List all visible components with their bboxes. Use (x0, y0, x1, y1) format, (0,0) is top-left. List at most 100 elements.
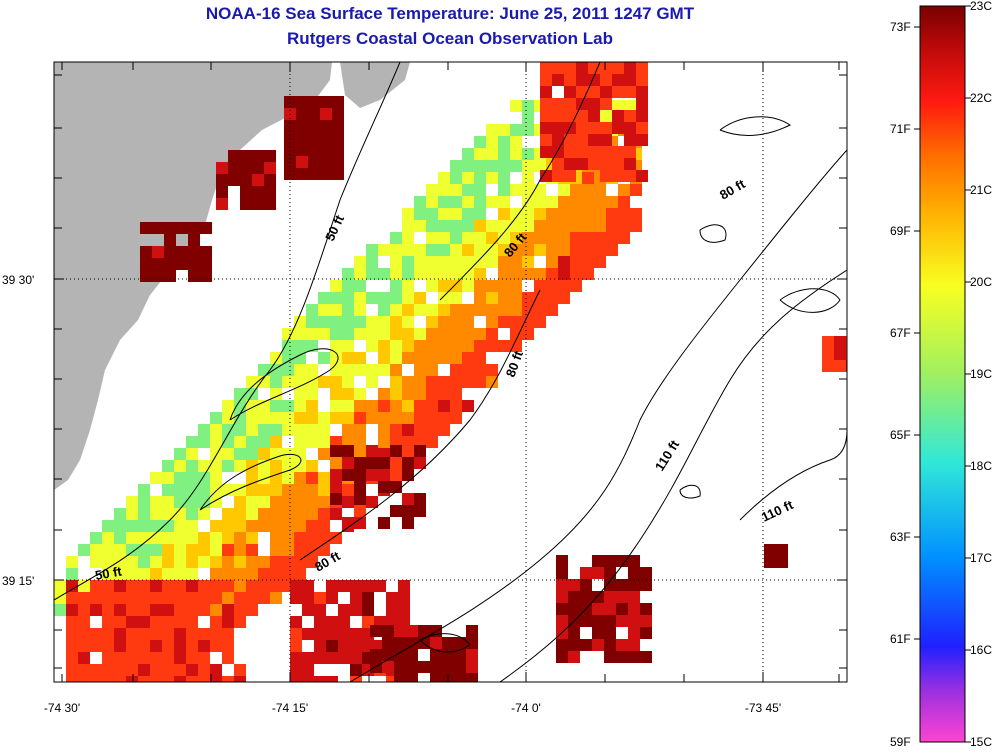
sst-pixel (624, 170, 636, 182)
sst-pixel (594, 196, 606, 208)
sst-pixel (150, 592, 162, 604)
sst-pixel (332, 120, 344, 132)
sst-pixel (332, 168, 344, 180)
sst-pixel (294, 340, 306, 352)
sst-pixel (246, 556, 258, 568)
sst-pixel (138, 652, 150, 664)
sst-pixel (270, 568, 282, 580)
sst-pixel (616, 639, 628, 651)
sst-pixel (302, 664, 314, 676)
sst-pixel (282, 532, 294, 544)
sst-pixel (834, 348, 846, 360)
sst-pixel (834, 336, 846, 348)
sst-pixel (540, 110, 552, 122)
sst-pixel (258, 424, 270, 436)
sst-pixel (378, 400, 390, 412)
sst-pixel (568, 627, 580, 639)
sst-pixel (174, 496, 186, 508)
sst-pixel (102, 640, 114, 652)
sst-pixel (474, 328, 486, 340)
sst-pixel (126, 640, 138, 652)
sst-pixel (510, 304, 522, 316)
sst-pixel (198, 592, 210, 604)
map-subtitle: Rutgers Coastal Ocean Observation Lab (287, 29, 613, 48)
sst-pixel (306, 364, 318, 376)
sst-pixel (162, 508, 174, 520)
sst-pixel (486, 148, 498, 160)
sst-pixel (522, 316, 534, 328)
sst-pixel (426, 340, 438, 352)
sst-pixel (442, 649, 454, 661)
sst-pixel (486, 172, 498, 184)
sst-pixel (624, 134, 636, 146)
sst-pixel (162, 628, 174, 640)
sst-pixel (402, 304, 414, 316)
sst-pixel (438, 268, 450, 280)
sst-pixel (510, 268, 522, 280)
sst-pixel (776, 556, 788, 568)
sst-pixel (188, 258, 200, 270)
sst-pixel (296, 108, 308, 120)
sst-pixel (616, 651, 628, 663)
sst-pixel (354, 436, 366, 448)
sst-pixel (186, 616, 198, 628)
sst-pixel (282, 460, 294, 472)
sst-pixel (114, 580, 126, 592)
sst-pixel (200, 222, 212, 234)
depth-contours (54, 62, 847, 682)
sst-pixel (78, 652, 90, 664)
sst-pixel (210, 544, 222, 556)
sst-pixel (510, 148, 522, 160)
sst-pixel (498, 256, 510, 268)
sst-pixel (390, 445, 402, 457)
sst-pixel (338, 580, 350, 592)
sst-pixel (174, 652, 186, 664)
sst-pixel (570, 232, 582, 244)
sst-pixel (320, 168, 332, 180)
sst-pixel (282, 568, 294, 580)
sst-pixel (414, 208, 426, 220)
sst-pixel (306, 484, 318, 496)
sst-pixel (302, 592, 314, 604)
sst-pixel (222, 628, 234, 640)
sst-pixel (466, 673, 478, 682)
sst-pixel (628, 555, 640, 567)
sst-pixel (114, 520, 126, 532)
sst-pixel (822, 336, 834, 348)
sst-pixel (102, 652, 114, 664)
sst-pixel (90, 676, 102, 682)
sst-pixel (576, 62, 588, 74)
sst-pixel (152, 258, 164, 270)
sst-pixel (294, 328, 306, 340)
colorbar-c-labels: 23C 22C 21C 20C 19C 18C 17C 16C 15C (970, 0, 992, 749)
contour-shoal-1 (229, 348, 339, 421)
sst-pixel (138, 676, 150, 682)
sst-pixel (564, 62, 576, 74)
sst-pixel (462, 304, 474, 316)
sst-pixel (164, 270, 176, 282)
sst-pixel (188, 270, 200, 282)
sst-pixel (138, 556, 150, 568)
sst-pixel (450, 316, 462, 328)
sst-pixel (114, 616, 126, 628)
sst-pixel (822, 360, 834, 372)
sst-pixel (390, 505, 402, 517)
sst-pixel (414, 340, 426, 352)
sst-pixel (454, 661, 466, 673)
sst-pixel (150, 532, 162, 544)
sst-pixel (474, 244, 486, 256)
sst-pixel (606, 208, 618, 220)
sst-pixel (90, 628, 102, 640)
depth-label: 50 ft (94, 563, 124, 583)
sst-pixel (306, 508, 318, 520)
sst-pixel (252, 150, 264, 162)
sst-pixel (362, 604, 374, 616)
sst-pixel (342, 469, 354, 481)
sst-pixel (552, 122, 564, 134)
sst-pixel (302, 580, 314, 592)
sst-pixel (402, 400, 414, 412)
sst-pixel (222, 532, 234, 544)
sst-pixel (126, 664, 138, 676)
sst-pixel (318, 316, 330, 328)
sst-pixel (66, 628, 78, 640)
